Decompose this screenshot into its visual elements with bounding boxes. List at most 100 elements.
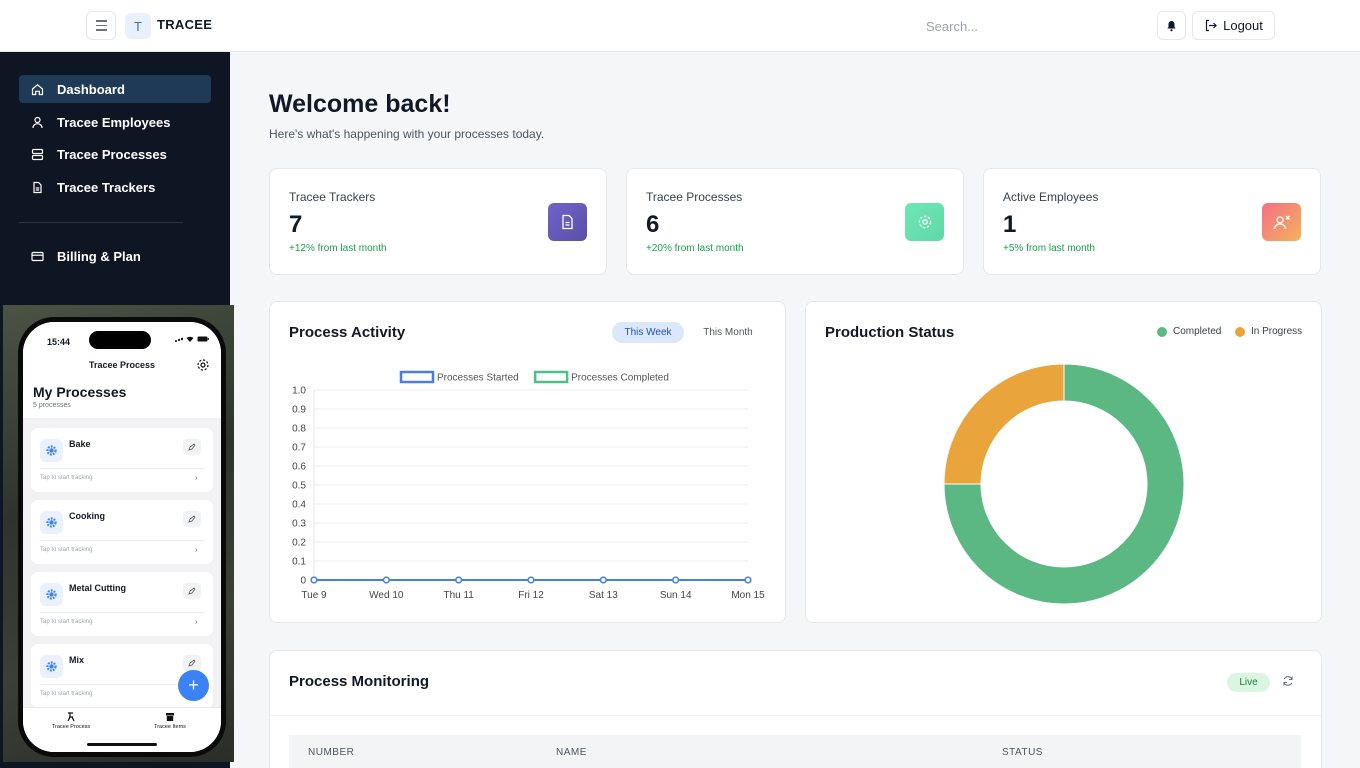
production-status-title: Production Status	[825, 324, 955, 341]
table-header: NUMBER NAME STATUS	[289, 735, 1301, 768]
phone-tab-process[interactable]: Tracee Process	[41, 712, 101, 730]
x-tick-label: Sat 13	[589, 590, 618, 601]
stat-label: Tracee Trackers	[289, 190, 376, 204]
phone-tab-items[interactable]: Tracee Items	[140, 712, 200, 730]
signal-icon	[175, 337, 183, 342]
edit-icon[interactable]	[183, 511, 201, 527]
logo-badge: T	[125, 13, 151, 39]
gear-icon	[905, 203, 944, 241]
tracker-icon	[67, 712, 75, 722]
process-monitoring-title: Process Monitoring	[289, 673, 430, 690]
home-indicator	[87, 743, 157, 746]
sidebar-item-label: Tracee Processes	[57, 146, 167, 162]
document-icon	[548, 203, 587, 241]
top-bar: T TRACEE Logout	[0, 0, 1360, 52]
bell-icon	[1167, 20, 1176, 31]
edit-icon[interactable]	[183, 439, 201, 455]
edit-icon[interactable]	[183, 583, 201, 599]
notifications-button[interactable]	[1157, 11, 1186, 40]
process-name: Mix	[69, 655, 85, 665]
process-monitoring-panel: Process Monitoring Live NUMBER NAME STAT…	[269, 650, 1322, 768]
stat-change: +12% from last month	[289, 243, 387, 254]
stat-card-processes: Tracee Processes 6 +20% from last month	[626, 168, 964, 275]
data-point	[382, 576, 390, 584]
y-tick-label: 1.0	[292, 386, 306, 397]
y-tick-label: 0.7	[292, 443, 306, 454]
legend-swatch	[533, 370, 569, 384]
home-icon	[31, 83, 44, 95]
tap-hint: Tap to start tracking	[40, 475, 93, 481]
process-activity-chart: Processes Started Processes Completed 0 0.1…	[292, 370, 765, 601]
phone-settings-icon[interactable]	[196, 358, 210, 372]
legend-swatch	[399, 370, 435, 384]
x-tick-label: Thu 11	[443, 590, 474, 601]
phone-process-card[interactable]: Cooking Tap to start tracking ›	[31, 500, 213, 564]
column-number: NUMBER	[308, 747, 355, 758]
phone-device: 15:44 Tracee Process My Processes 5 proc…	[18, 317, 226, 757]
process-name: Cooking	[69, 511, 105, 521]
gear-icon	[40, 655, 63, 678]
stat-value: 7	[289, 211, 303, 238]
sidebar-item-dashboard[interactable]: Dashboard	[19, 75, 211, 103]
stat-card-trackers: Tracee Trackers 7 +12% from last month	[269, 168, 607, 275]
stat-change: +20% from last month	[646, 243, 744, 254]
user-icon	[32, 116, 43, 128]
phone-process-count: 5 processes	[33, 402, 71, 409]
y-tick-label: 0.2	[292, 538, 306, 549]
x-tick-label: Tue 9	[301, 590, 327, 601]
battery-icon	[197, 336, 209, 342]
live-badge: Live	[1227, 673, 1270, 692]
stat-value: 1	[1003, 211, 1017, 238]
gear-icon	[40, 583, 63, 606]
data-point	[744, 576, 752, 584]
data-point	[455, 576, 463, 584]
gear-icon	[40, 439, 63, 462]
sidebar-item-processes[interactable]: Tracee Processes	[19, 140, 211, 168]
logout-label: Logout	[1223, 18, 1263, 33]
tab-this-week[interactable]: This Week	[612, 322, 684, 343]
sidebar-item-billing[interactable]: Billing & Plan	[19, 242, 211, 270]
stat-value: 6	[646, 211, 660, 238]
legend-completed: Completed	[1157, 326, 1221, 337]
phone-process-card[interactable]: Metal Cutting Tap to start tracking ›	[31, 572, 213, 636]
gear-icon	[40, 511, 63, 534]
logout-button[interactable]: Logout	[1192, 11, 1275, 40]
app-name: TRACEE	[157, 17, 213, 32]
phone-time: 15:44	[47, 337, 71, 347]
sidebar-item-label: Billing & Plan	[57, 248, 141, 264]
y-tick-label: 0.6	[292, 462, 306, 473]
sidebar-item-employees[interactable]: Tracee Employees	[19, 108, 211, 136]
chevron-right-icon: ›	[195, 473, 198, 482]
x-tick-label: Wed 10	[369, 590, 404, 601]
phone-heading: My Processes	[33, 384, 127, 400]
refresh-icon[interactable]	[1282, 675, 1294, 687]
legend-item: Processes Started	[399, 370, 519, 384]
sidebar-item-label: Dashboard	[57, 81, 125, 97]
legend-label: Processes Completed	[571, 373, 669, 384]
process-name: Bake	[69, 439, 91, 449]
search-input[interactable]	[918, 14, 1118, 38]
phone-process-card[interactable]: Bake Tap to start tracking ›	[31, 428, 213, 492]
add-process-button[interactable]: +	[178, 670, 209, 701]
data-point	[672, 576, 680, 584]
phone-preview: 15:44 Tracee Process My Processes 5 proc…	[3, 305, 234, 762]
edit-icon[interactable]	[183, 655, 201, 671]
legend-label: Processes Started	[437, 373, 519, 384]
sidebar-item-trackers[interactable]: Tracee Trackers	[19, 173, 211, 201]
tab-this-month[interactable]: This Month	[703, 327, 753, 338]
chevron-right-icon: ›	[195, 545, 198, 554]
data-point	[599, 576, 607, 584]
donut-slice-completed	[943, 363, 1185, 605]
hamburger-icon	[95, 20, 107, 22]
y-tick-label: 0.4	[292, 500, 306, 511]
process-name: Metal Cutting	[69, 583, 126, 593]
legend-item: Processes Completed	[533, 370, 669, 384]
y-tick-label: 0	[300, 576, 306, 587]
page-title: Welcome back!	[269, 90, 451, 118]
credit-card-icon	[31, 251, 44, 261]
page-subtitle: Here's what's happening with your proces…	[269, 127, 545, 141]
phone-nav-title: Tracee Process	[88, 360, 156, 370]
y-tick-label: 0.1	[292, 557, 306, 568]
legend-in-progress: In Progress	[1235, 326, 1302, 337]
menu-toggle-button[interactable]	[86, 11, 116, 40]
